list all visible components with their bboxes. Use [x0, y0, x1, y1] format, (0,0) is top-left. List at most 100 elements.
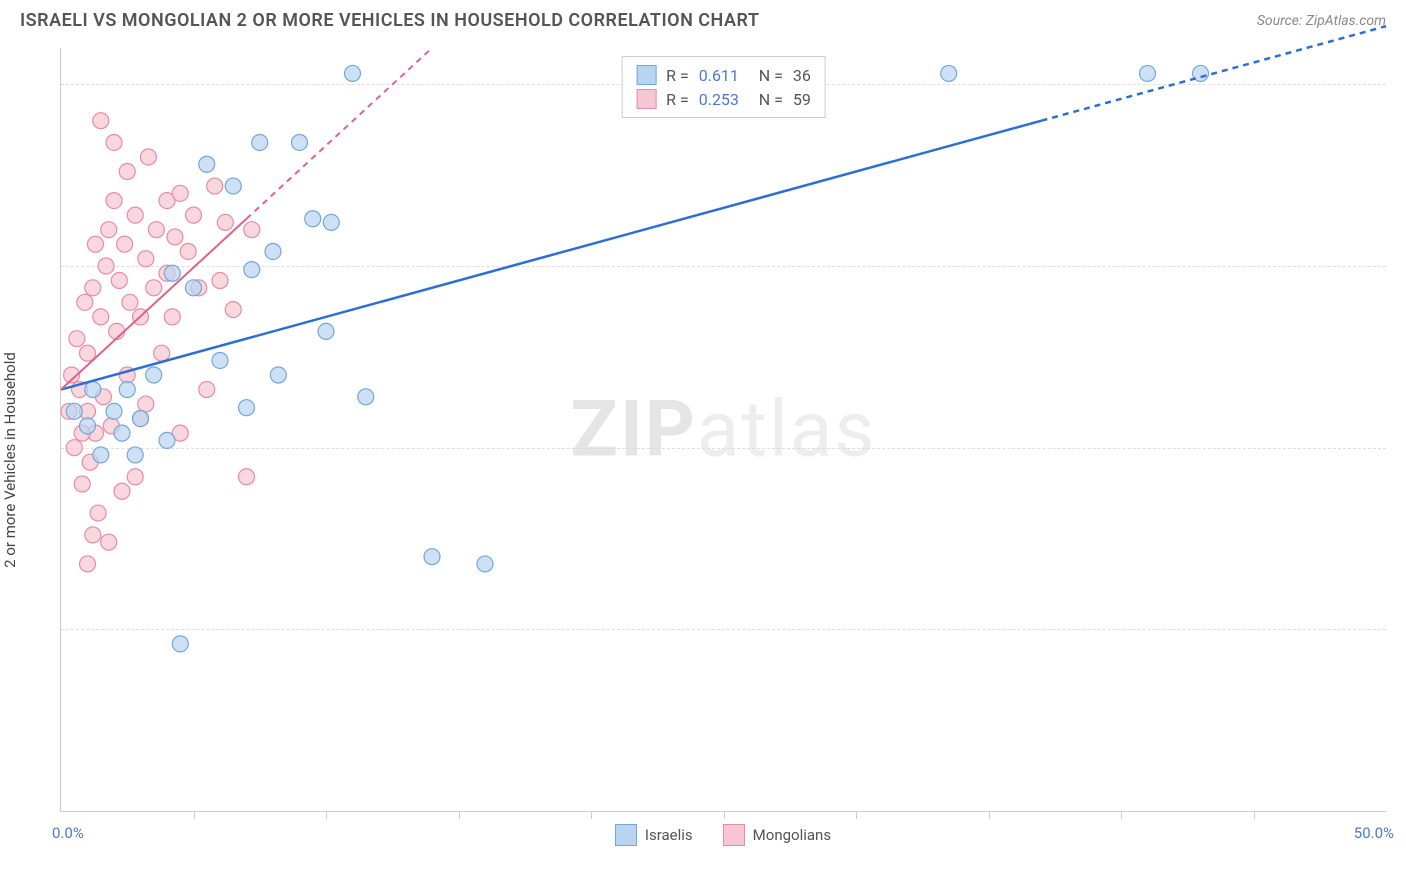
scatter-point [318, 323, 334, 339]
scatter-point [186, 207, 202, 223]
scatter-point [172, 636, 188, 652]
scatter-point [77, 294, 93, 310]
scatter-point [225, 178, 241, 194]
source-attribution: Source: ZipAtlas.com [1257, 13, 1386, 29]
legend-item-israelis: Israelis [615, 824, 693, 846]
scatter-point [252, 134, 268, 150]
scatter-point [239, 469, 255, 485]
scatter-point [217, 214, 233, 230]
scatter-point [212, 273, 228, 289]
r-label: R = [666, 90, 689, 109]
scatter-point [186, 280, 202, 296]
correlation-stats-box: R = 0.611 N = 36 R = 0.253 N = 59 [621, 56, 826, 118]
y-tick-label: 50.0% [1396, 440, 1406, 458]
chart-title: ISRAELI VS MONGOLIAN 2 OR MORE VEHICLES … [20, 10, 759, 31]
mongolians-legend-label: Mongolians [753, 826, 831, 844]
stats-row-israelis: R = 0.611 N = 36 [636, 63, 811, 87]
scatter-point [127, 469, 143, 485]
scatter-point [199, 156, 215, 172]
series-legend: Israelis Mongolians [60, 824, 1386, 846]
scatter-point [98, 258, 114, 274]
scatter-point [101, 534, 117, 550]
scatter-point [270, 367, 286, 383]
r-label: R = [666, 66, 689, 85]
scatter-point [146, 367, 162, 383]
scatter-point [87, 236, 103, 252]
scatter-point [244, 222, 260, 238]
israelis-legend-label: Israelis [645, 826, 693, 844]
scatter-point [106, 403, 122, 419]
scatter-point [90, 505, 106, 521]
scatter-point [93, 309, 109, 325]
scatter-point [941, 65, 957, 81]
y-tick-label: 100.0% [1396, 76, 1406, 94]
chart-container: 2 or more Vehicles in Household ZIPatlas… [20, 48, 1386, 872]
scatter-point [66, 440, 82, 456]
mongolians-n-value: 59 [793, 90, 811, 109]
scatter-point [127, 447, 143, 463]
scatter-point [323, 214, 339, 230]
scatter-point [146, 280, 162, 296]
israelis-legend-swatch-icon [615, 824, 637, 846]
scatter-point [138, 251, 154, 267]
scatter-point [74, 476, 90, 492]
scatter-point [424, 549, 440, 565]
scatter-point [111, 273, 127, 289]
y-tick-label: 75.0% [1396, 258, 1406, 276]
scatter-point [265, 243, 281, 259]
scatter-point [93, 447, 109, 463]
scatter-point [66, 403, 82, 419]
scatter-point [133, 411, 149, 427]
scatter-point [85, 382, 101, 398]
scatter-point [244, 262, 260, 278]
israelis-swatch-icon [636, 65, 656, 85]
scatter-svg [61, 48, 1386, 811]
scatter-point [106, 134, 122, 150]
scatter-point [292, 134, 308, 150]
scatter-point [80, 418, 96, 434]
scatter-point [117, 236, 133, 252]
scatter-point [80, 556, 96, 572]
israelis-r-value: 0.611 [699, 66, 749, 85]
scatter-point [85, 280, 101, 296]
scatter-point [477, 556, 493, 572]
scatter-point [180, 243, 196, 259]
trend-line [1042, 26, 1387, 120]
scatter-point [148, 222, 164, 238]
scatter-point [199, 382, 215, 398]
mongolians-r-value: 0.253 [699, 90, 749, 109]
scatter-point [93, 113, 109, 129]
scatter-point [159, 432, 175, 448]
trend-line [247, 48, 433, 219]
scatter-point [358, 389, 374, 405]
scatter-point [114, 483, 130, 499]
scatter-point [172, 185, 188, 201]
scatter-point [138, 396, 154, 412]
scatter-point [212, 352, 228, 368]
scatter-point [225, 302, 241, 318]
scatter-point [154, 345, 170, 361]
legend-item-mongolians: Mongolians [723, 824, 831, 846]
israelis-n-value: 36 [793, 66, 811, 85]
scatter-point [127, 207, 143, 223]
scatter-point [140, 149, 156, 165]
scatter-point [119, 382, 135, 398]
scatter-point [114, 425, 130, 441]
scatter-point [239, 400, 255, 416]
scatter-point [1140, 65, 1156, 81]
scatter-point [164, 309, 180, 325]
scatter-point [305, 211, 321, 227]
scatter-point [85, 527, 101, 543]
scatter-point [69, 331, 85, 347]
scatter-point [122, 294, 138, 310]
y-axis-label: 2 or more Vehicles in Household [1, 352, 19, 568]
scatter-point [207, 178, 223, 194]
n-label: N = [759, 90, 783, 109]
scatter-point [167, 229, 183, 245]
scatter-point [119, 164, 135, 180]
scatter-point [164, 265, 180, 281]
plot-area: ZIPatlas 25.0%50.0%75.0%100.0% R = 0.611… [60, 48, 1386, 812]
scatter-point [101, 222, 117, 238]
scatter-point [106, 193, 122, 209]
n-label: N = [759, 66, 783, 85]
